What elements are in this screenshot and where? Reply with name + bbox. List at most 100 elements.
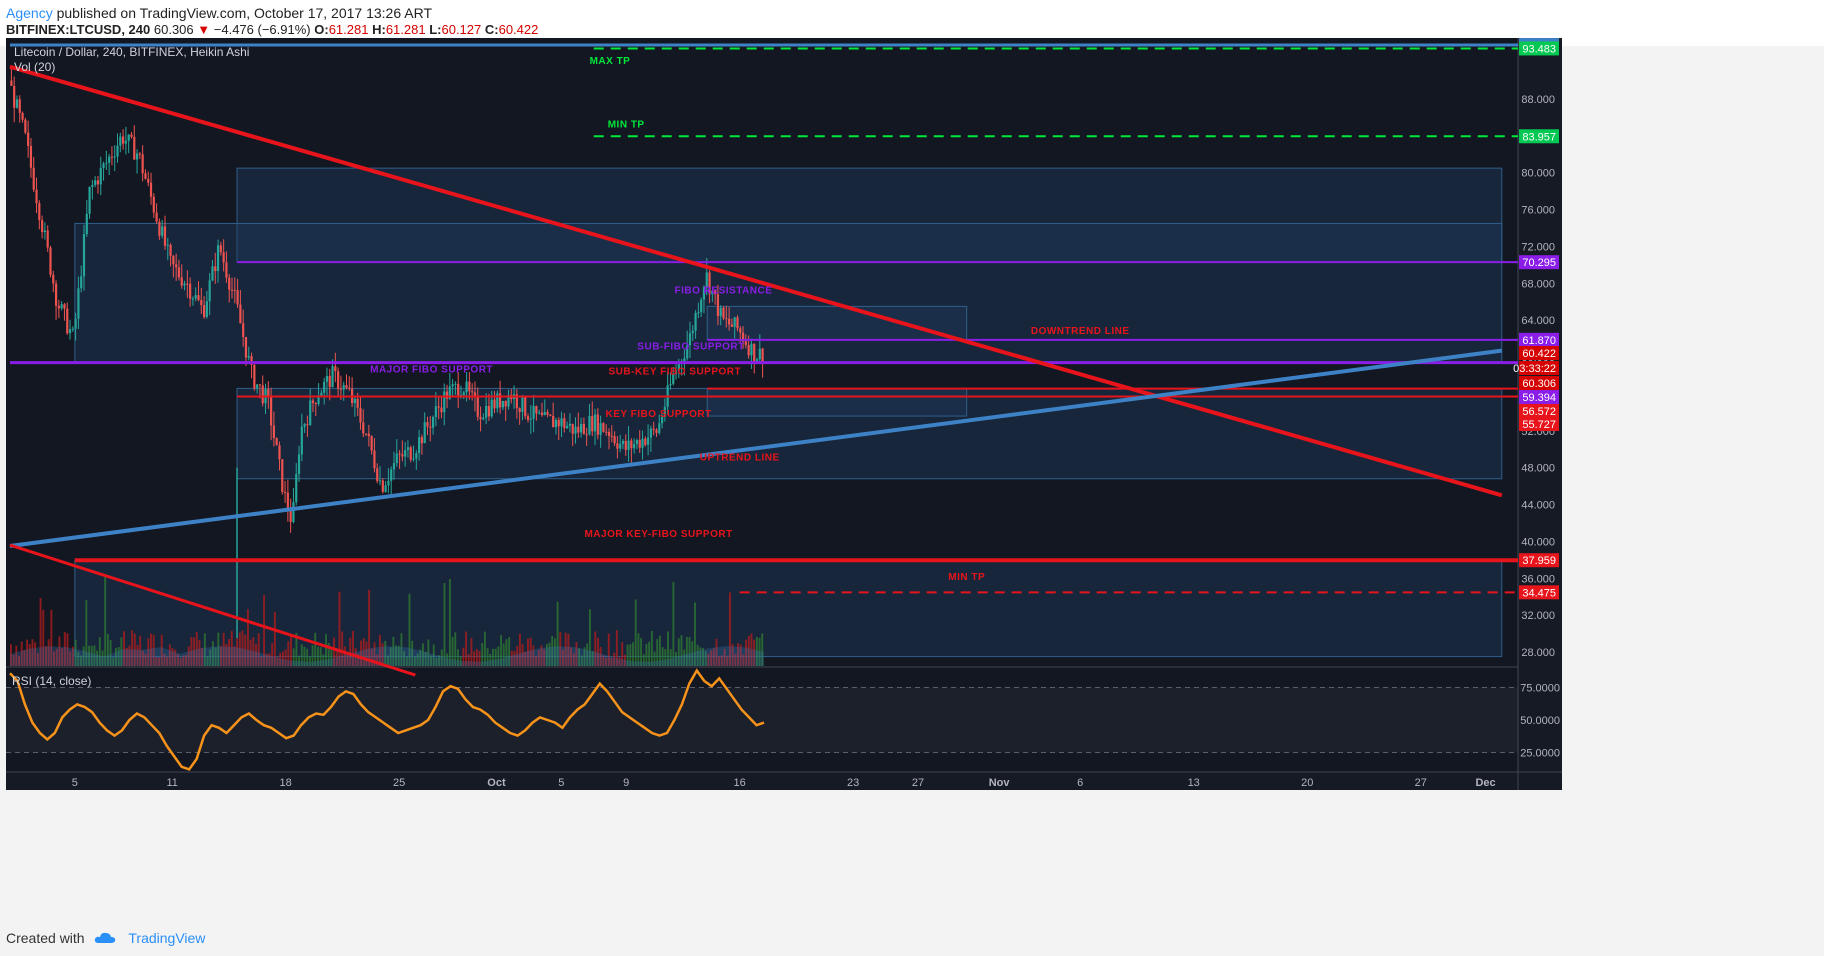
candle-body	[144, 173, 147, 179]
price-badge-56-572: 56.572	[1522, 406, 1556, 418]
candle-body	[122, 136, 125, 144]
volume-bar	[513, 650, 516, 666]
candle-body	[24, 119, 27, 133]
price-badge-37-959: 37.959	[1522, 555, 1556, 567]
candle-body	[74, 318, 77, 329]
volume-bar	[96, 650, 99, 666]
candle-body	[490, 399, 493, 417]
volume-bar	[47, 639, 50, 666]
candle-body	[633, 444, 636, 449]
publisher-link[interactable]: Agency	[6, 5, 53, 21]
volume-bar	[176, 654, 179, 666]
volume-bar	[152, 634, 155, 666]
volume-bar	[537, 650, 540, 666]
volume-bar	[198, 640, 201, 666]
volume-bar	[222, 632, 225, 666]
candle-body	[521, 397, 524, 412]
candle-body	[750, 343, 753, 356]
volume-bar	[88, 645, 90, 666]
volume-bar	[494, 648, 497, 666]
volume-bar	[658, 635, 661, 666]
volume-bar	[448, 578, 451, 666]
volume-bar	[201, 647, 204, 666]
candle-body	[493, 399, 496, 409]
candle-body	[719, 307, 722, 317]
candle-body	[504, 400, 507, 407]
time-tick-label: 27	[912, 777, 924, 789]
candle-body	[582, 424, 585, 435]
candle-body	[32, 167, 35, 190]
time-tick-label: 27	[1415, 777, 1427, 789]
candle-body	[376, 468, 379, 482]
volume-bar	[378, 634, 381, 666]
volume-bar	[723, 648, 726, 666]
annotation-7: KEY FIBO SUPPORT	[606, 409, 712, 420]
candle-body	[479, 416, 482, 420]
volume-bar	[693, 602, 696, 666]
volume-bar	[438, 655, 441, 666]
tradingview-link[interactable]: TradingView	[128, 930, 206, 946]
candle-body	[473, 392, 477, 397]
volume-bar	[360, 640, 362, 666]
candle-body	[468, 381, 471, 392]
volume-bar	[761, 633, 764, 666]
fib-zone-0	[236, 167, 1503, 263]
volume-bar	[115, 647, 117, 666]
volume-bar	[475, 648, 478, 666]
candle-body	[649, 428, 652, 438]
candle-body	[404, 450, 407, 457]
candle-body	[342, 385, 345, 390]
volume-bar	[510, 650, 513, 666]
candle-body	[225, 262, 228, 278]
high-label: H:	[372, 22, 386, 37]
volume-bar	[500, 635, 502, 666]
candle-body	[228, 277, 231, 290]
candle-body	[345, 385, 348, 388]
volume-bar	[370, 648, 373, 666]
candle-body	[588, 415, 591, 435]
candle-body	[359, 408, 362, 423]
candle-body	[334, 366, 337, 372]
volume-bar	[368, 589, 371, 666]
volume-bar	[518, 633, 521, 666]
candle-body	[18, 99, 21, 113]
candle-body	[175, 264, 178, 268]
volume-bar	[527, 638, 529, 666]
candle-body	[390, 469, 393, 481]
volume-bar	[478, 650, 481, 666]
volume-bar	[672, 581, 675, 666]
candle-body	[571, 423, 574, 434]
candle-body	[686, 345, 689, 359]
candle-body	[202, 305, 206, 317]
volume-bar	[362, 638, 365, 666]
volume-bar	[650, 630, 653, 666]
volume-bar	[726, 655, 729, 666]
volume-bar	[648, 641, 651, 666]
candle-body	[674, 370, 678, 375]
volume-bar	[470, 638, 473, 666]
volume-bar	[532, 645, 535, 666]
volume-bar	[168, 644, 171, 666]
volume-bar	[90, 645, 93, 666]
volume-bar	[430, 655, 432, 666]
volume-bar	[715, 638, 718, 666]
candle-body	[619, 443, 622, 449]
volume-bar	[605, 657, 608, 666]
volume-bar	[524, 651, 527, 666]
volume-bar	[467, 653, 470, 666]
candle-body	[418, 437, 421, 454]
candle-body	[610, 435, 613, 437]
candle-body	[574, 426, 577, 434]
candle-body	[546, 412, 549, 415]
candle-body	[451, 384, 454, 387]
candle-body	[409, 447, 412, 460]
candle-body	[560, 418, 563, 427]
volume-bar	[443, 582, 446, 666]
volume-bar	[265, 653, 268, 666]
candle-body	[13, 85, 16, 108]
annotation-1: MIN TP	[608, 120, 645, 131]
volume-bar	[349, 637, 352, 666]
candle-body	[716, 294, 720, 317]
open-value: 61.281	[328, 22, 369, 37]
